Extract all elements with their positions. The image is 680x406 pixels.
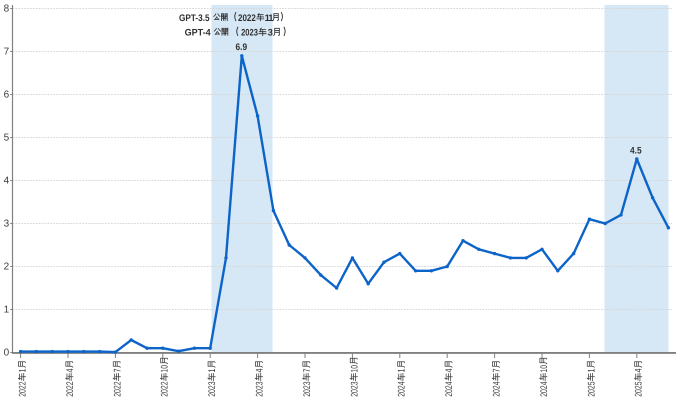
svg-text:1: 1 — [265, 13, 271, 24]
svg-text:0: 0 — [4, 348, 10, 359]
svg-text:2022: 2022 — [65, 381, 76, 396]
svg-text:4.5: 4.5 — [630, 146, 642, 157]
svg-text:1: 1 — [207, 368, 218, 372]
svg-text:2: 2 — [4, 262, 10, 273]
svg-text:7: 7 — [302, 368, 313, 372]
svg-text:1: 1 — [18, 368, 29, 372]
svg-text:2022: 2022 — [112, 381, 123, 396]
svg-text:1: 1 — [4, 305, 10, 316]
svg-text:8: 8 — [4, 4, 10, 15]
svg-text:2023: 2023 — [241, 28, 258, 39]
svg-text:10: 10 — [539, 365, 550, 372]
svg-text:6: 6 — [4, 90, 10, 101]
svg-text:GPT-3.5: GPT-3.5 — [179, 13, 210, 24]
svg-text:1: 1 — [586, 368, 597, 372]
svg-text:4: 4 — [634, 368, 645, 373]
svg-text:4: 4 — [4, 176, 10, 187]
svg-text:1: 1 — [268, 13, 274, 24]
svg-text:2025: 2025 — [634, 381, 645, 396]
svg-text:2023: 2023 — [349, 381, 360, 396]
svg-text:2022: 2022 — [160, 381, 171, 396]
svg-text:2023: 2023 — [207, 381, 218, 396]
svg-text:GPT-4: GPT-4 — [185, 28, 212, 39]
svg-text:3: 3 — [268, 28, 273, 39]
svg-text:4: 4 — [444, 368, 455, 373]
svg-text:2022: 2022 — [18, 381, 29, 396]
svg-text:10: 10 — [349, 365, 360, 372]
svg-text:7: 7 — [4, 47, 10, 58]
svg-text:2024: 2024 — [492, 381, 503, 397]
svg-text:4: 4 — [65, 368, 76, 373]
svg-text:6.9: 6.9 — [236, 42, 248, 53]
svg-text:4: 4 — [255, 368, 266, 373]
svg-text:10: 10 — [160, 365, 171, 372]
svg-text:2023: 2023 — [302, 381, 313, 396]
svg-text:2022: 2022 — [238, 13, 256, 24]
svg-text:7: 7 — [112, 368, 123, 372]
svg-text:2023: 2023 — [255, 381, 266, 396]
svg-text:5: 5 — [4, 133, 10, 144]
svg-text:2024: 2024 — [539, 381, 550, 397]
svg-text:2025: 2025 — [586, 381, 597, 396]
svg-text:2024: 2024 — [397, 381, 408, 397]
svg-text:3: 3 — [4, 219, 10, 230]
svg-text:1: 1 — [397, 368, 408, 372]
svg-text:2024: 2024 — [444, 381, 455, 397]
svg-text:7: 7 — [492, 368, 503, 372]
